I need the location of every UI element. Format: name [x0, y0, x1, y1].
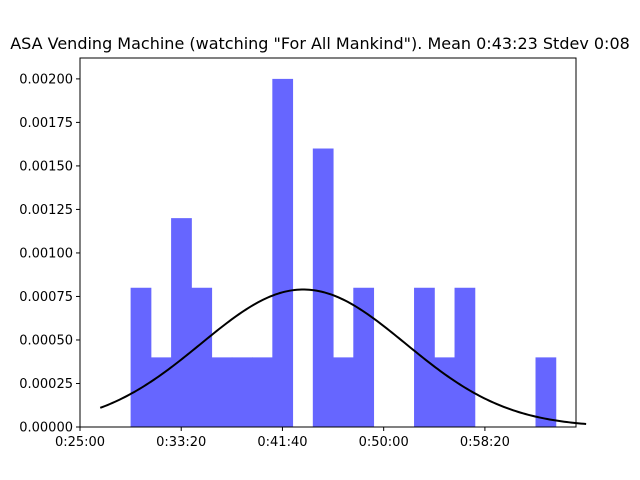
- histogram-bar: [535, 357, 557, 427]
- x-axis: 0:25:00 0:33:20 0:41:40 0:50:00 0:58:20: [55, 427, 510, 450]
- y-tick-label: 0.00025: [19, 377, 73, 392]
- curve-layer: [99, 288, 587, 425]
- y-tick-label: 0.00075: [19, 290, 73, 305]
- histogram-bar: [272, 78, 294, 428]
- y-tick-label: 0.00125: [19, 203, 73, 218]
- y-tick-label: 0.00100: [19, 246, 73, 261]
- y-axis: 0.00000 0.00025 0.00050 0.00075 0.00100 0.001…: [19, 72, 80, 436]
- y-tick-label: 0.00175: [19, 116, 73, 131]
- x-tick-label: 0:50:00: [359, 435, 409, 450]
- bars-layer: [130, 78, 557, 428]
- histogram-bar: [312, 148, 334, 427]
- histogram-bar: [353, 287, 375, 427]
- histogram-bar: [252, 357, 273, 427]
- y-tick-label: 0.00050: [19, 333, 73, 348]
- normal-curve: [99, 288, 587, 425]
- histogram-bar: [454, 287, 476, 427]
- histogram-bar: [171, 218, 192, 427]
- plot-frame: [79, 57, 577, 428]
- y-tick-label: 0.00150: [19, 159, 73, 174]
- histogram-bar: [231, 357, 253, 427]
- chart-title: ASA Vending Machine (watching "For All M…: [10, 34, 630, 53]
- histogram-bar: [211, 357, 233, 427]
- y-tick-label: 0.00000: [19, 421, 73, 436]
- histogram-bar: [434, 357, 456, 427]
- histogram-bar: [130, 287, 152, 427]
- y-tick-label: 0.00200: [19, 72, 73, 87]
- histogram-bar: [150, 357, 172, 427]
- histogram-bar: [414, 287, 435, 427]
- x-tick-label: 0:41:40: [257, 435, 307, 450]
- x-tick-label: 0:25:00: [55, 435, 105, 450]
- x-tick-label: 0:58:20: [460, 435, 510, 450]
- histogram-bar: [191, 287, 213, 427]
- x-tick-label: 0:33:20: [156, 435, 206, 450]
- histogram-bar: [333, 357, 354, 427]
